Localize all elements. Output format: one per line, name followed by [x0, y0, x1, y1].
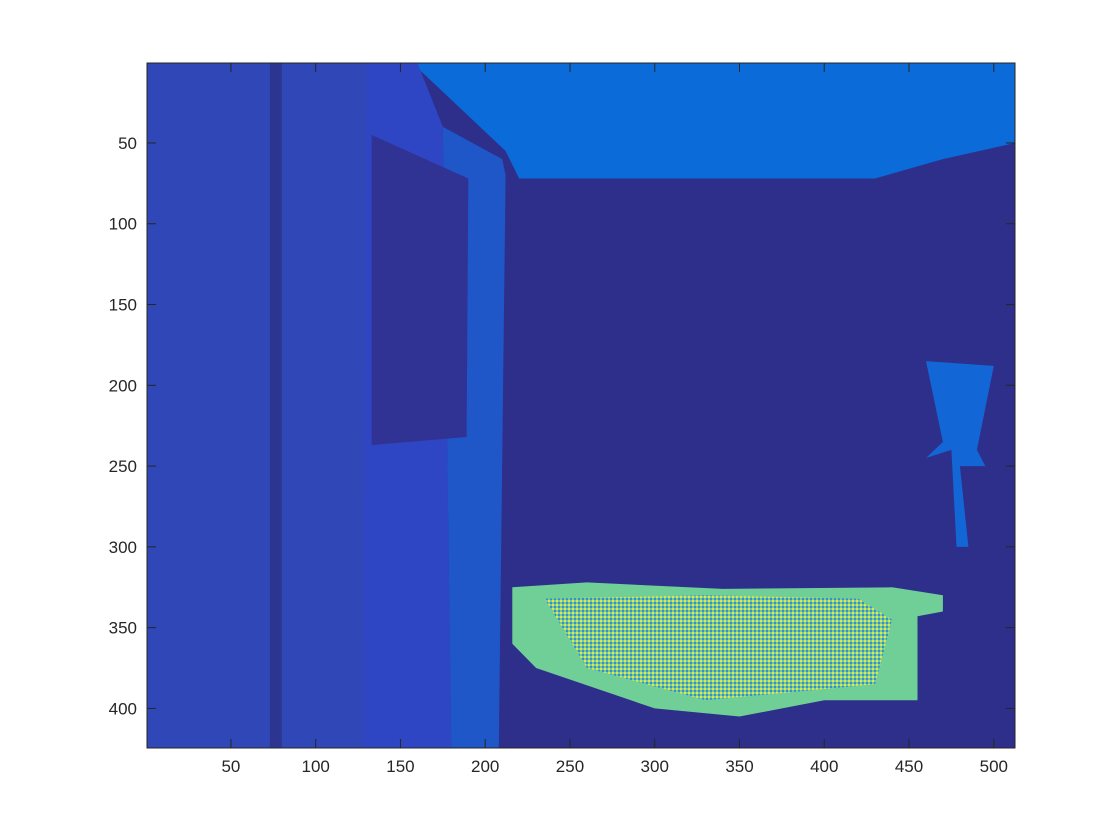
heatmap-regions: [147, 63, 1015, 748]
y-tick-label: 100: [109, 215, 137, 234]
x-tick-label: 50: [221, 757, 240, 776]
region-left-wall: [147, 63, 367, 748]
y-axis: 50 100 150 200 250 300 350 400: [109, 134, 1015, 718]
x-tick-label: 300: [641, 757, 669, 776]
x-tick-label: 400: [810, 757, 838, 776]
y-tick-label: 150: [109, 296, 137, 315]
y-tick-label: 300: [109, 538, 137, 557]
region-window-panel: [371, 134, 469, 446]
region-dark-stripe: [269, 63, 282, 748]
y-tick-label: 50: [118, 134, 137, 153]
region-ceiling: [412, 63, 1015, 179]
axes-box: [146, 62, 1016, 749]
y-tick-label: 250: [109, 457, 137, 476]
x-tick-label: 500: [980, 757, 1008, 776]
x-tick-label: 150: [386, 757, 414, 776]
x-tick-label: 250: [556, 757, 584, 776]
y-tick-label: 200: [109, 376, 137, 395]
x-tick-label: 200: [471, 757, 499, 776]
x-tick-label: 350: [725, 757, 753, 776]
x-tick-label: 450: [895, 757, 923, 776]
x-axis: 50 100 150 200 250 300 350 400 450 500: [221, 63, 1008, 776]
plot-area: [146, 62, 1016, 749]
region-right-fixture: [926, 361, 994, 547]
y-tick-label: 400: [109, 699, 137, 718]
x-tick-label: 100: [301, 757, 329, 776]
region-floor-dither: [544, 595, 893, 701]
y-tick-label: 350: [109, 619, 137, 638]
